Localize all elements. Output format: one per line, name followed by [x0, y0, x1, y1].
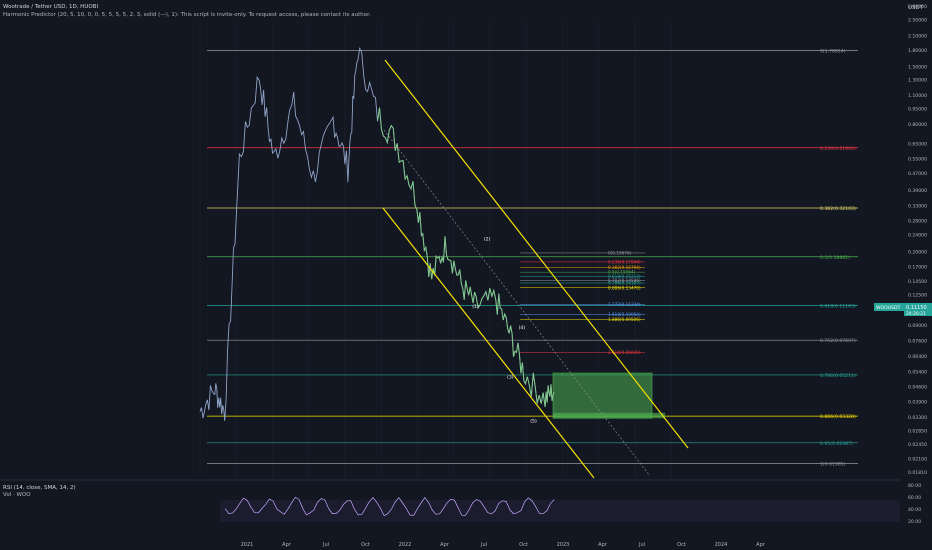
- y-tick-label: 0.47000: [908, 171, 927, 177]
- x-tick-label: 2021: [241, 542, 254, 548]
- fib-level-label: 0(1.78814): [820, 48, 846, 54]
- fib-level-label: 0.95(0.02487): [820, 441, 853, 447]
- wave-label: (5): [530, 419, 537, 425]
- inner-level-label: 0.5(0.15964): [608, 270, 636, 275]
- price-tag: [874, 303, 910, 311]
- vol-label[interactable]: Vol · WOO: [3, 492, 31, 498]
- x-tick-label: Apr: [282, 542, 292, 548]
- y-tick-label: 0.17000: [908, 264, 927, 270]
- inner-level-label: 0.236(0.17844): [608, 259, 641, 264]
- y-tick-label: 0.39000: [908, 188, 927, 194]
- x-tick-label: Apr: [756, 542, 766, 548]
- inner-level-label: 1.886(0.09506): [608, 317, 641, 322]
- channel-mid: [383, 129, 651, 477]
- inner-level-label: 1.618(0.10064): [608, 312, 641, 317]
- rsi-tick-label: 60.00: [908, 495, 921, 501]
- y-tick-label: 0.55000: [908, 157, 927, 163]
- rsi-label[interactable]: RSI (14, close, SMA, 14, 2): [3, 485, 76, 491]
- rsi-tick-label: 20.00: [908, 519, 921, 525]
- y-tick-label: 0.65000: [908, 141, 927, 147]
- y-tick-label: 0.80000: [908, 122, 927, 128]
- fib-level-label: 0.618(0.11103): [820, 303, 856, 309]
- y-tick-label: 0.04600: [908, 384, 927, 390]
- y-tick-label: 0.01810: [908, 470, 927, 476]
- y-tick-label: 0.03900: [908, 400, 927, 406]
- indicator-title[interactable]: Harmonic Predictor (20, 5, 10, 0, 0, 5, …: [3, 12, 371, 18]
- fib-level-label: 0.786(0.05211): [820, 373, 856, 379]
- fib-level-label: 0.886(0.03328): [820, 414, 856, 420]
- x-tick-label: Jul: [480, 542, 487, 548]
- x-tick-label: Apr: [598, 542, 608, 548]
- inner-level-label: 0(0.19676): [608, 250, 632, 255]
- fib-level-label: 0.5(0.18881): [820, 255, 850, 261]
- y-tick-label: 1.30000: [908, 78, 927, 84]
- inner-level-label: 0.618(0.15213): [608, 274, 641, 279]
- x-tick-label: Jul: [638, 542, 645, 548]
- x-tick-label: Oct: [677, 542, 686, 548]
- x-tick-label: 2023: [557, 542, 570, 548]
- y-tick-label: 2.90000: [908, 4, 927, 10]
- channel-lower: [382, 207, 595, 479]
- y-tick-label: 0.02850: [908, 428, 927, 434]
- x-tick-label: 2022: [399, 542, 412, 548]
- currency-label: USDT: [908, 5, 924, 11]
- channel-upper: [384, 59, 689, 449]
- price-line: [199, 46, 555, 421]
- y-tick-label: 0.28000: [908, 219, 927, 225]
- wave-label: (2): [484, 237, 491, 243]
- price-value: 0.11150: [906, 305, 927, 311]
- y-tick-label: 0.02100: [908, 456, 927, 462]
- y-tick-label: 0.95000: [908, 106, 927, 112]
- y-tick-label: 0.12500: [908, 293, 927, 299]
- inner-level-label: 2.618(0.06649): [608, 350, 641, 355]
- x-tick-label: 2024: [715, 542, 728, 548]
- y-tick-label: 0.24000: [908, 233, 927, 239]
- y-tick-label: 0.20000: [908, 249, 927, 255]
- inner-level-label: 0.786(0.14187): [608, 280, 641, 285]
- inner-level-label: 0.886(0.13470): [608, 285, 641, 290]
- x-tick-label: Oct: [519, 542, 528, 548]
- countdown: 20:20:21: [906, 311, 926, 317]
- rsi-tick-label: 80.00: [908, 483, 921, 489]
- fib-level-label: 0.702(0.07607): [820, 338, 856, 344]
- rsi-band: [220, 500, 900, 522]
- y-tick-label: 0.33000: [908, 204, 927, 210]
- y-tick-label: 0.03300: [908, 415, 927, 421]
- fib-level-label: 0.382(0.32103): [820, 206, 856, 212]
- y-tick-label: 2.50000: [908, 18, 927, 24]
- y-tick-label: 0.02450: [908, 442, 927, 448]
- x-tick-label: Jul: [322, 542, 329, 548]
- x-tick-label: Oct: [361, 542, 370, 548]
- y-tick-label: 2.10000: [908, 34, 927, 40]
- price-line-highlight: [377, 107, 555, 407]
- target-zone: [552, 372, 653, 419]
- inner-level-label: 0.382(0.16794): [608, 265, 641, 270]
- y-tick-label: 1.10000: [908, 93, 927, 99]
- inner-level-label: 0.702(0.14596): [608, 278, 641, 283]
- y-tick-label: 0.14500: [908, 279, 927, 285]
- fib-level-label: 0.236(0.61906): [820, 146, 856, 152]
- y-tick-label: 0.07600: [908, 338, 927, 344]
- y-tick-label: 1.80000: [908, 48, 927, 54]
- y-tick-label: 0.09000: [908, 323, 927, 329]
- price-tag-symbol: WOOUSDT: [876, 305, 901, 311]
- fib-level-label: 1(0.01985): [820, 462, 846, 468]
- target-zone-base: [553, 412, 665, 419]
- inner-level-label: 1.272(0.11234): [608, 302, 641, 307]
- symbol-title[interactable]: Wootrade / Tether USD, 1D, HUOBI: [3, 4, 99, 10]
- y-tick-label: 0.05400: [908, 370, 927, 376]
- wave-label: (1): [472, 304, 479, 310]
- wave-label: (3): [507, 375, 514, 381]
- price-value-tag: [904, 303, 932, 316]
- rsi-tick-label: 40.00: [908, 507, 921, 513]
- y-tick-label: 0.06400: [908, 354, 927, 360]
- y-tick-label: 1.50000: [908, 65, 927, 71]
- wave-label: (4): [519, 325, 526, 331]
- x-tick-label: Apr: [440, 542, 450, 548]
- rsi-line: [224, 496, 555, 517]
